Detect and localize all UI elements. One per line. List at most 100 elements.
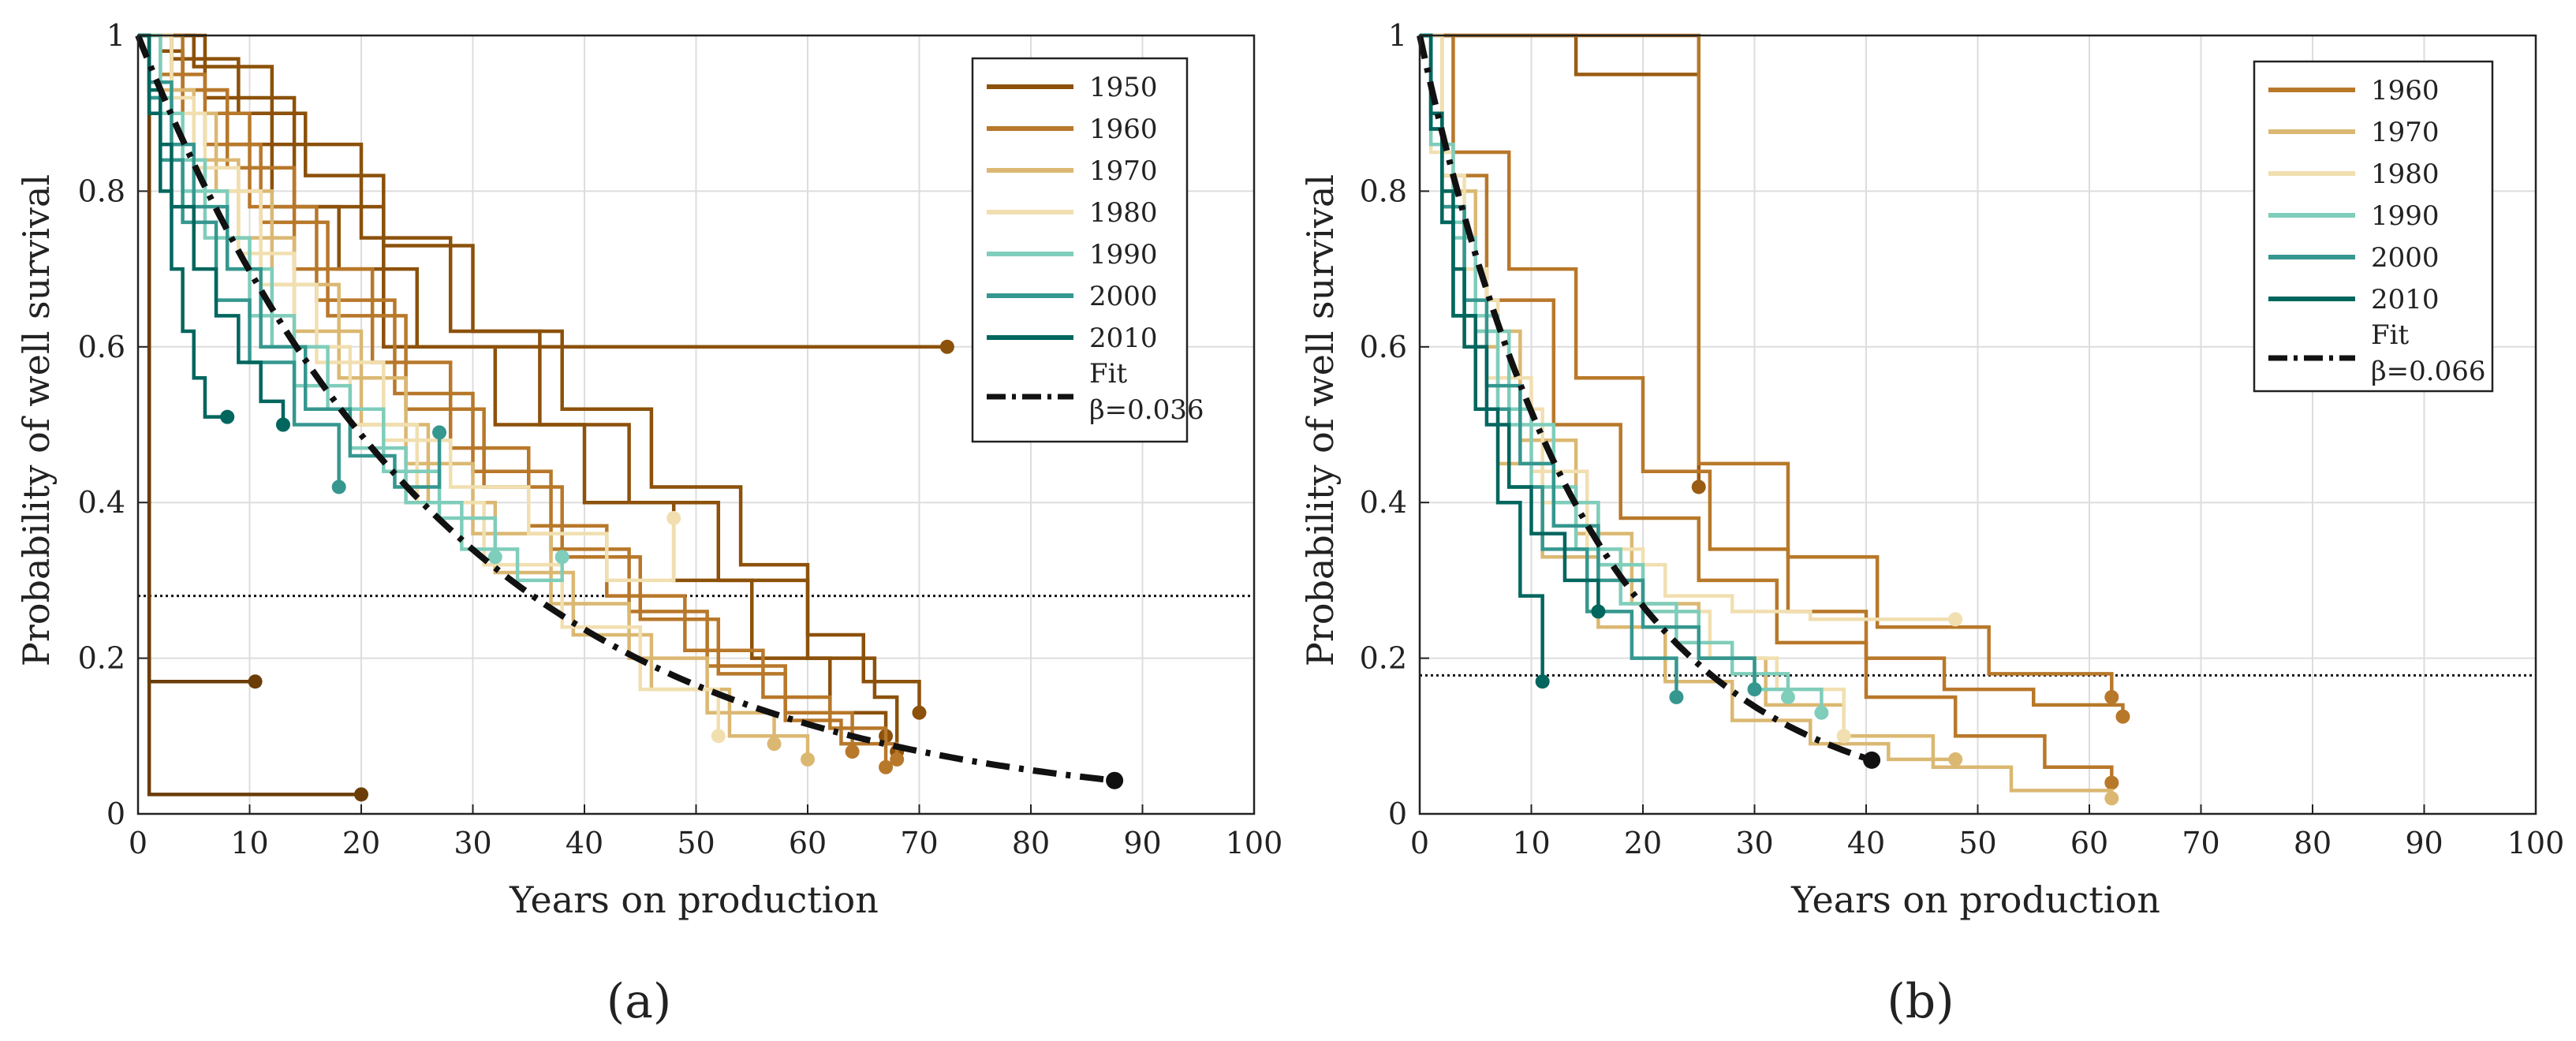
panel-b-series-2010-endpoint bbox=[1535, 674, 1550, 689]
panel-b-series-2010-endpoint bbox=[1591, 604, 1606, 619]
panel-b-ylabel: Probability of well survival bbox=[1299, 174, 1342, 666]
panel-a-xtick-label: 50 bbox=[677, 826, 715, 860]
panel-a-legend-label-1950: 1950 bbox=[1089, 72, 1158, 103]
panel-b-series-1960-endpoint bbox=[1691, 479, 1706, 494]
panel-b-series-1960-endpoint bbox=[2115, 709, 2130, 724]
panel-b-xtick-label: 0 bbox=[1410, 826, 1429, 860]
panel-a-series-1970-line bbox=[138, 33, 776, 744]
panel-a-series-1950-line bbox=[138, 33, 921, 713]
panel-b-xtick-label: 70 bbox=[2182, 826, 2219, 860]
panel-b-series-1980-endpoint bbox=[1836, 729, 1851, 744]
panel-b-xtick-label: 60 bbox=[2070, 826, 2108, 860]
panel-a-legend-label-2000: 2000 bbox=[1089, 281, 1158, 312]
panel-b-series-1960-endpoint bbox=[2104, 689, 2119, 704]
panel-a-series-1960-endpoint bbox=[845, 744, 860, 759]
panel-b-legend: 1960 1970 1980 1990 2000 2010 Fit β=0.066 bbox=[2253, 60, 2494, 393]
panel-a-series-2000-endpoint bbox=[432, 425, 447, 440]
panel-a-legend-label-1990: 1990 bbox=[1089, 239, 1158, 271]
panel-b-series-1970-endpoint bbox=[1948, 752, 1963, 767]
panel-b-legend-label-1970: 1970 bbox=[2371, 117, 2440, 148]
panel-b-legend-fit-label: Fit bbox=[2371, 319, 2409, 351]
panel-a-series-1960-endpoint bbox=[890, 752, 905, 767]
panel-a-series-1980-line bbox=[138, 33, 721, 737]
panel-b-legend-label-2010: 2010 bbox=[2371, 284, 2440, 315]
panel-b-ytick-label: 1 bbox=[1388, 18, 1407, 53]
panel-a-series-1950-endpoint bbox=[248, 674, 263, 689]
panel-b-legend-label-1990: 1990 bbox=[2371, 200, 2440, 232]
panel-a-series-2000-endpoint bbox=[331, 479, 346, 494]
panel-a-legend-box bbox=[971, 57, 1189, 443]
panel-b-series-1960-line bbox=[1420, 33, 2125, 717]
panel-b-series-1960-endpoint bbox=[2104, 775, 2119, 790]
panel-b-xtick-label: 100 bbox=[2507, 826, 2565, 860]
panel-b-series-2000-line bbox=[1420, 33, 1678, 697]
panel-a-xtick-label: 0 bbox=[129, 826, 147, 860]
panel-a-series-1970-endpoint bbox=[767, 737, 782, 752]
panel-a-series-1980-endpoint bbox=[711, 729, 726, 744]
panel-b-series-group bbox=[1420, 33, 2130, 806]
panel-a-xlabel: Years on production bbox=[509, 879, 879, 921]
panel-a-xtick-label: 80 bbox=[1012, 826, 1050, 860]
panel-a-series-1990-endpoint bbox=[487, 550, 502, 565]
panel-a-xtick-label: 30 bbox=[454, 826, 491, 860]
panel-a-legend-fit-beta: β=0.036 bbox=[1089, 394, 1204, 426]
panel-b-series-2010-line bbox=[1420, 33, 1600, 612]
panel-b-fit-curve bbox=[1417, 35, 1873, 763]
panel-b-ytick-label: 0.6 bbox=[1360, 330, 1407, 364]
panel-b-ytick-label: 0.4 bbox=[1360, 485, 1407, 520]
panel-b-series-1960-line bbox=[1420, 33, 2114, 783]
panel-b-legend-label-2000: 2000 bbox=[2371, 242, 2440, 274]
panel-a-legend-label-1970: 1970 bbox=[1089, 155, 1158, 187]
panel-b-ytick-label: 0 bbox=[1388, 797, 1407, 831]
panel-b-legend-fit-beta: β=0.066 bbox=[2371, 356, 2485, 387]
panel-a-legend: 1950 1960 1970 1980 1990 2000 2010 Fit β=0.036 bbox=[971, 57, 1204, 443]
panel-b-fit-endpoint bbox=[1863, 751, 1881, 769]
panel-b-series-1960-line bbox=[1420, 33, 1701, 487]
panel-b-legend-label-1960: 1960 bbox=[2371, 75, 2440, 106]
panel-a-ytick-label: 0.4 bbox=[78, 485, 125, 520]
panel-a-series-2010-line bbox=[138, 33, 228, 419]
panel-a-series-1970-endpoint bbox=[801, 752, 815, 767]
panel-b-label: (b) bbox=[1887, 974, 1954, 1029]
panel-b-series-1960-line bbox=[1420, 33, 2114, 697]
panel-b-ytick-label: 0.2 bbox=[1360, 641, 1407, 676]
panel-a-label: (a) bbox=[607, 974, 672, 1029]
panel-a-chart: Years on production Probability of well … bbox=[15, 18, 1282, 1029]
panel-a-series-2010-line bbox=[138, 33, 286, 425]
panel-a-series-1960-endpoint bbox=[879, 759, 894, 774]
panel-a-fit-curve bbox=[135, 34, 1115, 784]
panel-a-xtick-label: 70 bbox=[900, 826, 938, 860]
panel-b-series-1990-endpoint bbox=[1780, 689, 1795, 704]
panel-a-legend-label-2010: 2010 bbox=[1089, 323, 1158, 354]
panel-b-ytick-label: 0.8 bbox=[1360, 174, 1407, 208]
panel-a-ytick-label: 0.6 bbox=[78, 330, 125, 364]
panel-b-legend-box bbox=[2253, 60, 2494, 393]
panel-a-xtick-label: 10 bbox=[230, 826, 268, 860]
panel-a-series-1950-line bbox=[138, 33, 947, 349]
panel-a-xtick-label: 60 bbox=[789, 826, 827, 860]
panel-b-series-1980-endpoint bbox=[1948, 612, 1963, 627]
panel-b-chart: Years on production Probability of well … bbox=[1299, 18, 2564, 1029]
panel-a-ytick-label: 1 bbox=[106, 18, 125, 53]
panel-b-series-2010-line bbox=[1420, 33, 1544, 682]
panel-b-xtick-label: 40 bbox=[1847, 826, 1885, 860]
panel-a-series-1990-endpoint bbox=[554, 550, 569, 565]
panel-a-series-2010-endpoint bbox=[220, 409, 235, 424]
panel-b-series-2000-endpoint bbox=[1669, 689, 1684, 704]
panel-a-series-2010-endpoint bbox=[275, 417, 290, 432]
panel-b-series-1970-line bbox=[1420, 33, 2114, 799]
panel-a-series-1960-line bbox=[138, 33, 899, 759]
panel-a-ytick-label: 0 bbox=[106, 797, 125, 831]
panel-a-legend-label-1980: 1980 bbox=[1089, 197, 1158, 229]
panel-a-series-1980-line bbox=[138, 33, 676, 583]
panel-a-ylabel: Probability of well survival bbox=[15, 174, 58, 666]
panel-a-series-2000-line bbox=[138, 33, 442, 489]
panel-a-series-group bbox=[138, 33, 954, 802]
panel-a-series-1980-endpoint bbox=[666, 510, 681, 525]
panel-b-xtick-label: 80 bbox=[2294, 826, 2331, 860]
panel-a-series-1950-line bbox=[138, 33, 899, 752]
panel-b-legend-label-1980: 1980 bbox=[2371, 159, 2440, 190]
panel-a-xtick-label: 40 bbox=[566, 826, 603, 860]
panel-a-series-2000-line bbox=[138, 33, 341, 487]
